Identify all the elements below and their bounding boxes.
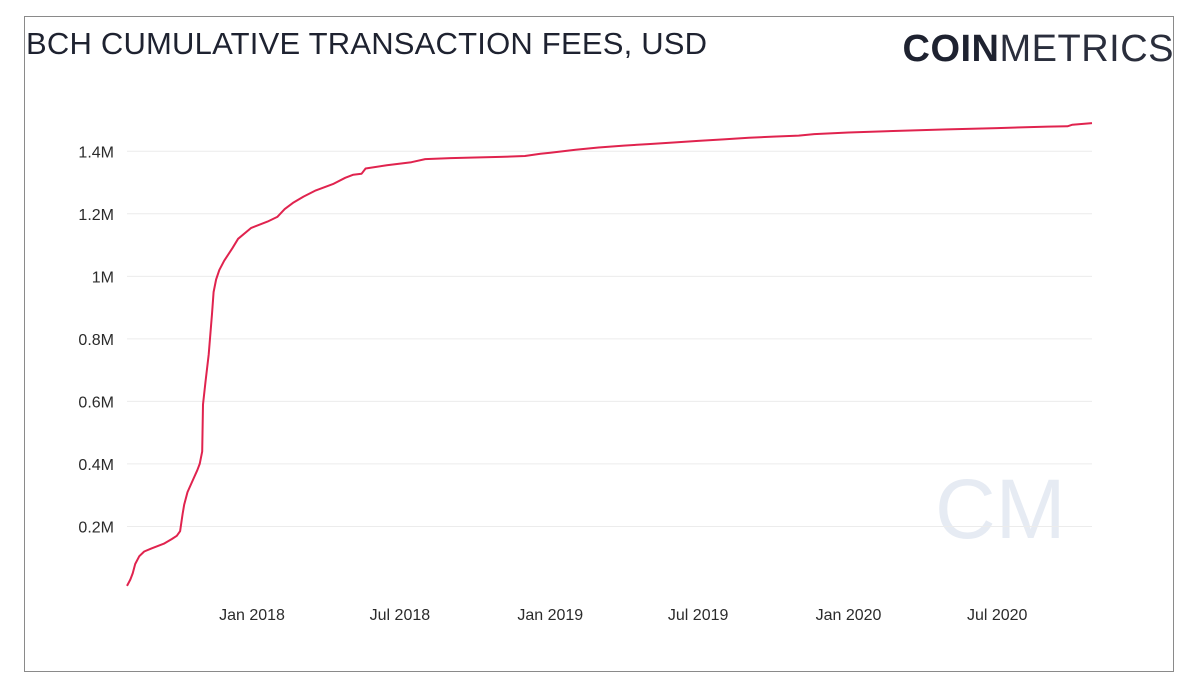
x-tick-label: Jan 2018 — [219, 607, 285, 624]
y-axis: 0.2M 0.4M 0.6M 0.8M 1M 1.2M 1.4M — [78, 144, 114, 536]
grid-lines — [127, 150, 1092, 527]
series-line — [126, 122, 1093, 587]
x-tick-label: Jan 2019 — [517, 607, 583, 624]
x-tick-label: Jul 2019 — [668, 607, 729, 624]
coinmetrics-logo: COINMETRICS — [903, 28, 1175, 71]
y-tick-label: 0.2M — [78, 519, 114, 536]
y-tick-label: 1.2M — [78, 207, 114, 224]
logo-text-metrics: METRICS — [999, 28, 1174, 70]
chart-title: BCH CUMULATIVE TRANSACTION FEES, USD — [26, 26, 708, 61]
x-tick-label: Jan 2020 — [816, 607, 882, 624]
y-tick-label: 1M — [92, 269, 114, 286]
x-axis: Jan 2018 Jul 2018 Jan 2019 Jul 2019 Jan 2020… — [219, 607, 1027, 624]
y-tick-label: 0.6M — [78, 394, 114, 411]
y-tick-label: 0.4M — [78, 457, 114, 474]
logo-text-coin: COIN — [902, 28, 1000, 70]
y-tick-label: 0.8M — [78, 332, 114, 349]
x-tick-label: Jul 2020 — [967, 607, 1028, 624]
x-tick-label: Jul 2018 — [370, 607, 431, 624]
watermark-logo: CM — [935, 462, 1066, 556]
y-tick-label: 1.4M — [78, 144, 114, 161]
chart-frame — [24, 16, 1174, 672]
